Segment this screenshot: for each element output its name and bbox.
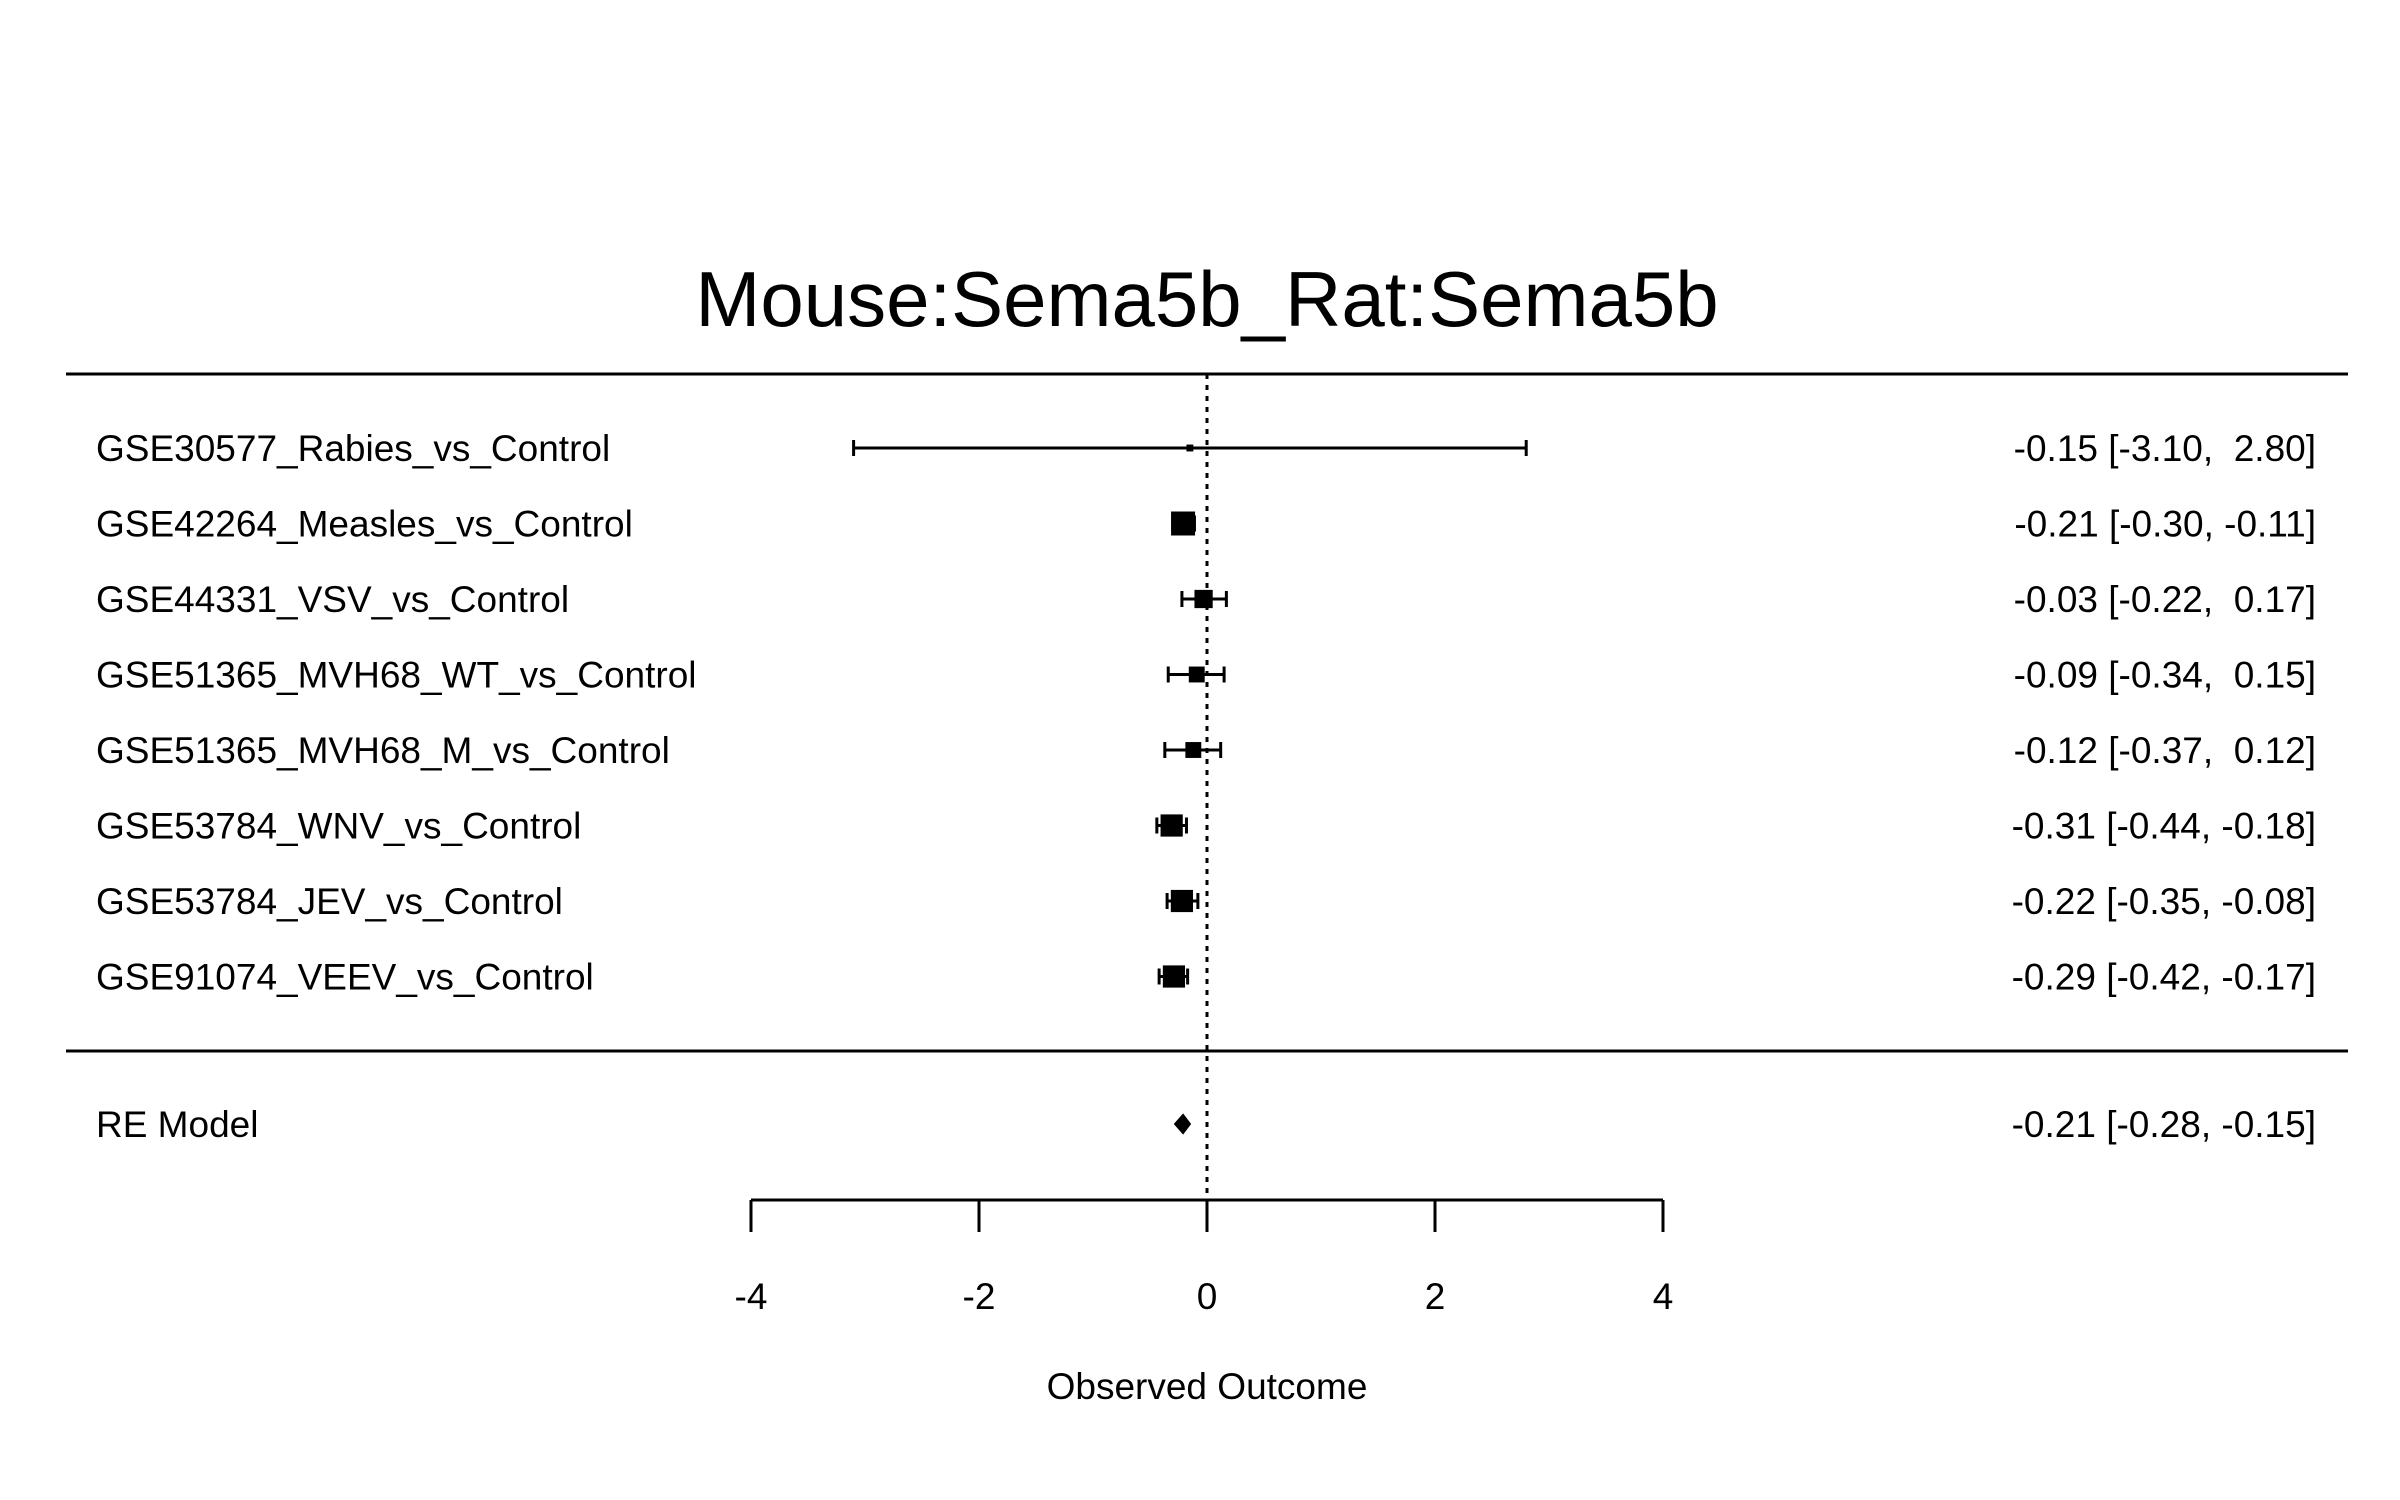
point-estimate — [1170, 889, 1194, 913]
study-ci-text: -0.29 [-0.42, -0.17] — [2012, 957, 2316, 998]
x-tick-label: 2 — [1425, 1276, 1446, 1317]
point-estimate — [1171, 511, 1196, 536]
chart-title: Mouse:Sema5b_Rat:Sema5b — [695, 255, 1718, 343]
x-tick-label: 4 — [1653, 1276, 1674, 1317]
x-axis: -4 -2 0 2 4 — [735, 1198, 1674, 1317]
summary-diamond — [1173, 1113, 1192, 1135]
x-tick-label: 0 — [1197, 1276, 1218, 1317]
x-tick-label: -4 — [735, 1276, 768, 1317]
study-ci-text: -0.09 [-0.34, 0.15] — [2014, 655, 2316, 696]
x-tick-label: -2 — [963, 1276, 996, 1317]
study-label: GSE51365_MVH68_M_vs_Control — [96, 730, 670, 771]
summary-ci-text: -0.21 [-0.28, -0.15] — [2012, 1104, 2316, 1145]
study-ci-text: -0.31 [-0.44, -0.18] — [2012, 806, 2316, 847]
study-row: GSE44331_VSV_vs_Control -0.03 [-0.22, 0.1… — [96, 579, 2316, 620]
x-axis-title: Observed Outcome — [1047, 1366, 1368, 1407]
study-label: GSE30577_Rabies_vs_Control — [96, 428, 610, 469]
study-ci-text: -0.03 [-0.22, 0.17] — [2014, 579, 2316, 620]
point-estimate — [1160, 814, 1183, 837]
study-row: GSE51365_MVH68_M_vs_Control -0.12 [-0.37,… — [96, 730, 2316, 771]
study-ci-text: -0.12 [-0.37, 0.12] — [2014, 730, 2316, 771]
point-estimate — [1188, 666, 1205, 683]
study-label: GSE53784_JEV_vs_Control — [96, 881, 563, 922]
summary-label: RE Model — [96, 1104, 258, 1145]
point-estimate — [1185, 742, 1202, 758]
study-ci-text: -0.15 [-3.10, 2.80] — [2014, 428, 2316, 469]
summary-row: RE Model -0.21 [-0.28, -0.15] — [96, 1104, 2316, 1145]
point-estimate — [1162, 965, 1186, 988]
study-label: GSE91074_VEEV_vs_Control — [96, 957, 594, 998]
study-row: GSE51365_MVH68_WT_vs_Control -0.09 [-0.34… — [96, 655, 2316, 696]
point-estimate — [1194, 589, 1213, 609]
study-label: GSE44331_VSV_vs_Control — [96, 579, 569, 620]
study-row: GSE91074_VEEV_vs_Control -0.29 [-0.42, -0… — [96, 957, 2316, 998]
study-row: GSE30577_Rabies_vs_Control -0.15 [-3.10, … — [96, 428, 2316, 469]
study-ci-text: -0.21 [-0.30, -0.11] — [2014, 504, 2316, 545]
study-row: GSE53784_JEV_vs_Control -0.22 [-0.35, -0.… — [96, 881, 2316, 922]
study-ci-text: -0.22 [-0.35, -0.08] — [2012, 881, 2316, 922]
study-label: GSE51365_MVH68_WT_vs_Control — [96, 655, 697, 696]
study-label: GSE53784_WNV_vs_Control — [96, 806, 581, 847]
study-rows: GSE30577_Rabies_vs_Control -0.15 [-3.10, … — [96, 428, 2316, 998]
study-row: GSE42264_Measles_vs_Control -0.21 [-0.30,… — [96, 504, 2316, 545]
study-row: GSE53784_WNV_vs_Control -0.31 [-0.44, -0.… — [96, 806, 2316, 847]
point-estimate — [1186, 444, 1194, 452]
study-label: GSE42264_Measles_vs_Control — [96, 504, 633, 545]
